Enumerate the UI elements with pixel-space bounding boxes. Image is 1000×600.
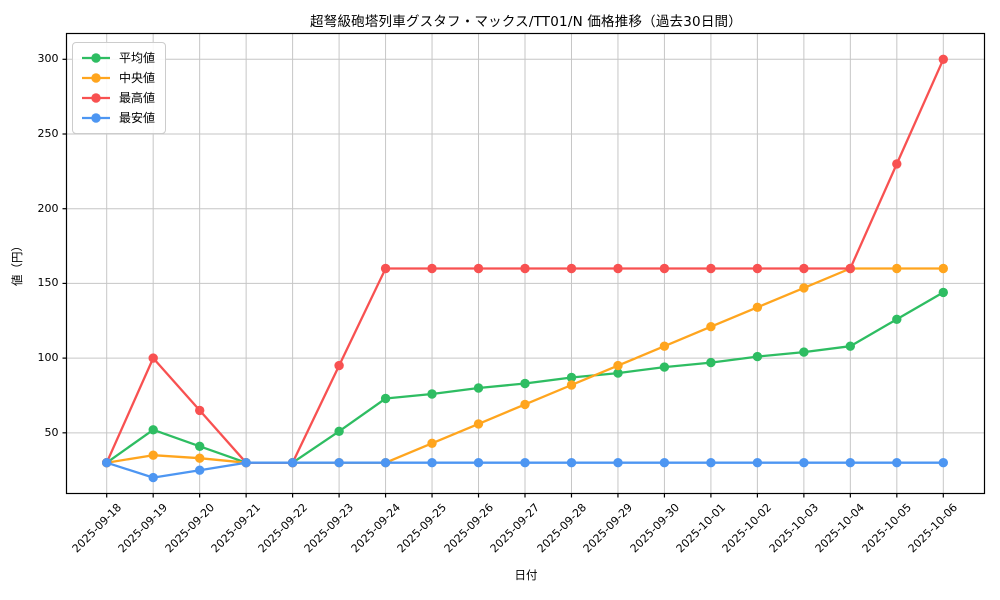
data-point-median [892, 263, 902, 274]
data-point-median [473, 419, 484, 429]
data-point-median [752, 302, 763, 312]
legend: 平均値中央値最高値最安値 [72, 42, 167, 134]
data-point-min [566, 458, 577, 468]
x-axis-label: 日付 [514, 568, 538, 582]
data-point-median [148, 450, 158, 460]
data-point-min [334, 458, 344, 468]
data-point-min [752, 458, 763, 468]
y-tick-label: 250 [37, 127, 59, 140]
legend-item-min: 最安値 [81, 108, 155, 128]
data-point-average [148, 425, 158, 435]
data-point-average [799, 347, 809, 357]
data-point-min [892, 458, 902, 468]
data-point-max [892, 159, 902, 169]
data-point-average [752, 351, 763, 362]
data-point-median [427, 438, 437, 448]
data-point-average [659, 362, 670, 372]
data-point-min [613, 458, 623, 468]
y-tick-label: 200 [37, 201, 59, 215]
data-point-max [845, 263, 855, 274]
data-point-min [380, 458, 391, 468]
data-point-max [195, 405, 205, 416]
legend-item-max: 最高値 [81, 88, 155, 108]
y-tick-label: 300 [37, 52, 59, 66]
chart-title: 超弩級砲塔列車グスタフ・マックス/TT01/N 価格推移（過去30日間） [310, 14, 742, 30]
data-point-max [613, 263, 623, 274]
data-point-median [938, 263, 948, 274]
legend-item-median: 中央値 [81, 68, 155, 88]
data-point-min [659, 458, 670, 468]
data-point-median [659, 341, 670, 351]
data-point-min [241, 458, 251, 468]
data-point-min [427, 458, 437, 468]
data-point-median [706, 322, 716, 332]
legend-label: 平均値 [119, 51, 156, 65]
data-point-average [706, 357, 716, 368]
data-point-max [427, 263, 437, 274]
data-point-min [799, 458, 809, 468]
data-point-max [752, 263, 763, 274]
legend-marker-icon [82, 73, 110, 83]
data-point-min [473, 458, 484, 468]
data-point-average [195, 441, 205, 451]
data-point-average [334, 426, 344, 436]
data-point-average [566, 372, 577, 383]
data-point-average [427, 389, 437, 399]
legend-label: 最安値 [119, 111, 156, 125]
data-point-median [566, 380, 577, 390]
data-point-average [845, 341, 855, 351]
data-point-average [613, 368, 623, 378]
data-point-median [613, 360, 623, 371]
data-point-min [845, 458, 855, 468]
data-point-min [287, 458, 298, 468]
data-point-average [380, 393, 391, 404]
data-point-min [938, 458, 948, 468]
data-point-max [473, 263, 484, 274]
data-point-average [938, 287, 948, 298]
y-tick-label: 50 [44, 425, 59, 439]
data-point-average [473, 383, 484, 393]
legend-item-average: 平均値 [81, 48, 155, 68]
data-point-median [195, 453, 205, 463]
data-point-average [520, 378, 530, 389]
plot-border [65, 32, 986, 495]
data-point-max [659, 263, 670, 274]
legend-marker-icon [82, 113, 110, 123]
data-point-min [195, 465, 205, 475]
legend-marker-icon [82, 53, 110, 63]
y-tick-label: 100 [37, 351, 59, 365]
data-point-min [148, 472, 158, 483]
data-point-max [148, 353, 158, 363]
y-tick-label: 150 [37, 276, 59, 290]
legend-label: 中央値 [119, 71, 156, 85]
data-point-max [334, 360, 344, 371]
data-point-min [520, 458, 530, 468]
data-point-min [706, 458, 716, 468]
data-point-max [799, 263, 809, 274]
data-point-max [566, 263, 577, 274]
data-point-max [706, 263, 716, 274]
data-point-max [938, 54, 948, 64]
legend-label: 最高値 [119, 91, 156, 105]
data-point-median [799, 283, 809, 293]
data-point-average [892, 314, 902, 324]
data-point-median [520, 399, 530, 410]
data-point-max [520, 263, 530, 274]
data-point-max [380, 263, 391, 274]
legend-marker-icon [82, 93, 110, 103]
data-point-min [102, 458, 112, 468]
